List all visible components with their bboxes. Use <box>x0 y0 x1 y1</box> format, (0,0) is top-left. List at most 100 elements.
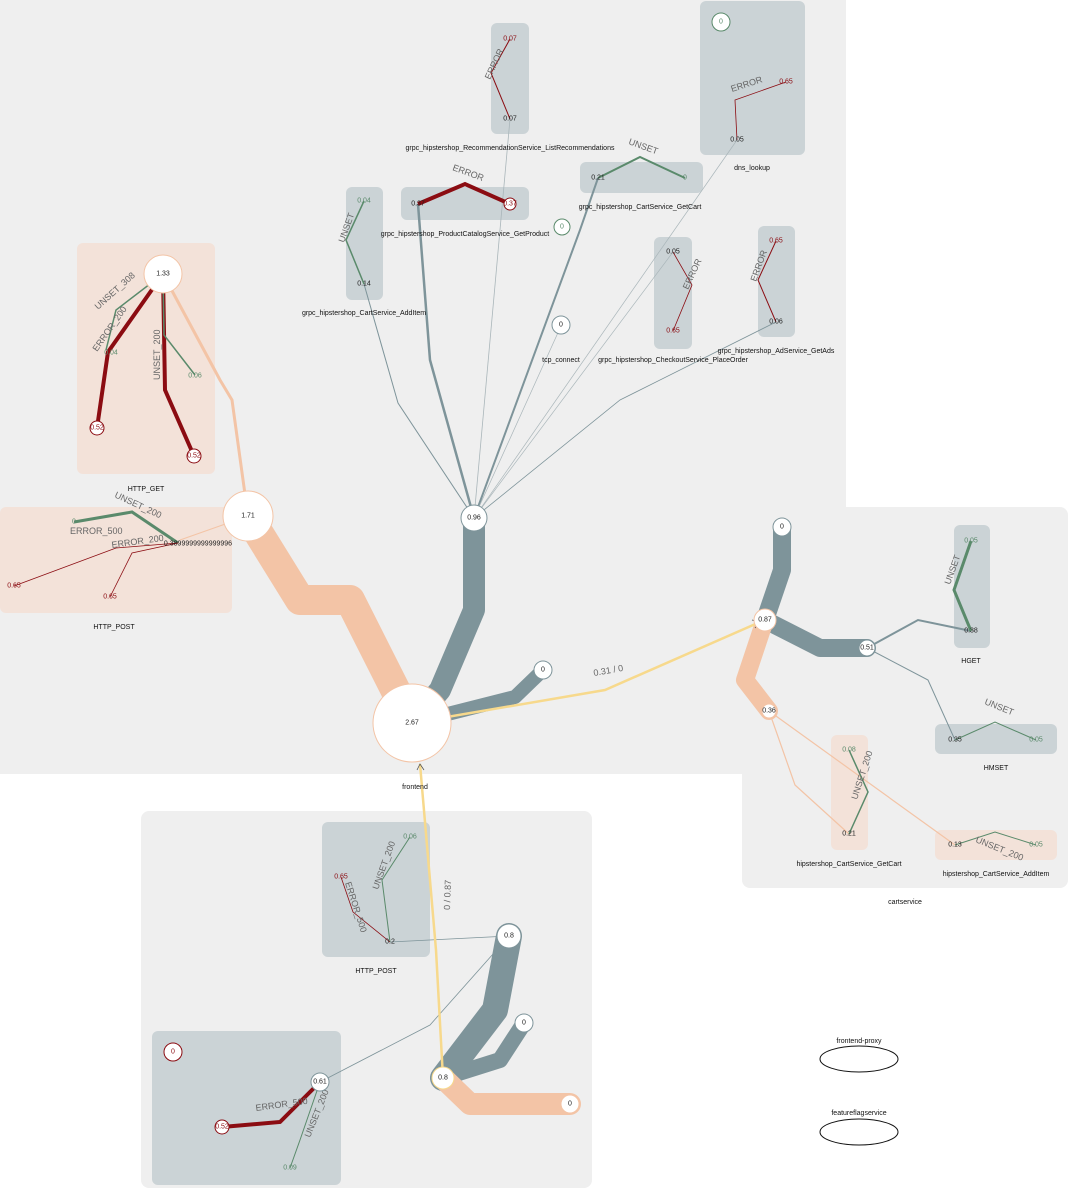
group-label-list-recs: grpc_hipstershop_RecommendationService_L… <box>406 145 615 152</box>
hget-v1: 0.05 <box>964 538 978 545</box>
group-label-place-order: grpc_hipstershop_CheckoutService_PlaceOr… <box>598 357 748 364</box>
dns-v0: 0 <box>719 19 723 26</box>
list-recommendations-group-box <box>491 23 529 134</box>
group-label-dns: dns_lookup <box>734 165 770 172</box>
node-proxy-a-value: 0.8 <box>504 933 514 940</box>
get-ads-v2: 0.06 <box>769 319 783 326</box>
path-get-ads <box>757 240 777 323</box>
node-cart-span[interactable]: 0.36 <box>761 703 777 719</box>
tcp-value: 0 <box>559 322 563 329</box>
list-recs-v2: 0.07 <box>503 116 517 123</box>
path-http-post-unset <box>73 510 179 545</box>
group-label-http-post: HTTP_POST <box>93 624 135 631</box>
http-get-v3: 0.04 <box>104 350 118 357</box>
edge-arrow-frontend <box>416 763 425 771</box>
get-product-v2: 0.37 <box>503 201 517 208</box>
add-item-v2: 0.14 <box>357 281 371 288</box>
node-frontend-value: 2.67 <box>405 720 419 727</box>
proxy-post-v3: 0.2 <box>385 939 395 946</box>
path-dns <box>734 81 787 141</box>
node-fe-http[interactable]: 1.71 <box>222 490 274 542</box>
proxy-get-v2: 0.09 <box>283 1165 297 1172</box>
edge-grpc-place-order <box>473 251 674 519</box>
path-http-get-unset <box>162 273 196 376</box>
path-add-item <box>345 200 365 285</box>
group-label-cart-additem: hipstershop_CartService_AddItem <box>943 871 1050 878</box>
list-recs-v1: 0.07 <box>503 36 517 43</box>
http-post-group-box <box>0 507 232 613</box>
proxy-post-v1: 0.65 <box>334 874 348 881</box>
node-cart-top[interactable]: 0 <box>772 517 792 537</box>
label-http-post-500: ERROR_500 <box>70 526 123 536</box>
node-fe-grpc-value: 0.96 <box>467 515 481 522</box>
proxy-post-v2: 0.06 <box>403 834 417 841</box>
get-ads-group-box <box>758 226 795 337</box>
node-cart-span-value: 0.36 <box>762 708 776 715</box>
node-fe-small[interactable]: 0 <box>533 660 553 680</box>
proxy-get-v1-marker <box>214 1119 230 1135</box>
node-cart-redis[interactable]: 0.51 <box>858 639 876 657</box>
node-cart-root[interactable]: 0.87 <box>753 608 777 632</box>
service-label-featureflagservice: featureflagservice <box>831 1110 886 1117</box>
path-list-recs <box>490 38 511 120</box>
http-get-v1-marker <box>89 420 105 436</box>
http-post-v1: 0 <box>72 519 76 526</box>
path-hget <box>952 540 973 632</box>
cart-getcart-v2: 0.21 <box>842 831 856 838</box>
path-get-product <box>417 181 511 206</box>
cart-getcart-v1: 0.08 <box>842 747 856 754</box>
group-label-get-product: grpc_hipstershop_ProductCatalogService_G… <box>381 231 550 238</box>
edge-label-proxy-to-fe: 0 / 0.87 <box>442 880 453 910</box>
edge-proxy-main <box>430 923 522 1091</box>
service-node-frontend-proxy[interactable]: frontend-proxy <box>819 1038 899 1073</box>
path-proxy-get-error <box>221 1080 322 1129</box>
edge-grpc-get-product <box>416 203 476 519</box>
http-get-v2: 0.52 <box>187 453 201 460</box>
node-proxy-c[interactable]: 0 <box>560 1094 580 1114</box>
node-cart-top-value: 0 <box>780 524 784 531</box>
label-http-get-200b: UNSET_200 <box>152 329 162 380</box>
path-http-post-error-b <box>109 542 179 598</box>
get-product-v2-marker <box>503 197 517 211</box>
node-fe-grpc[interactable]: 0.96 <box>460 504 488 532</box>
proxy-get-v1: 0.52 <box>215 1124 229 1131</box>
service-label-frontend: frontend <box>402 784 428 791</box>
tcp-connect-node <box>551 315 571 335</box>
http-get-v1: 0.52 <box>90 425 104 432</box>
node-proxy-c-value: 0 <box>568 1101 572 1108</box>
group-label-cart-getcart: hipstershop_CartService_GetCart <box>796 861 901 868</box>
edge-frontend-http <box>233 501 427 738</box>
group-label-tcp: tcp_connect <box>542 357 580 364</box>
node-fe-get-value: 1.33 <box>156 271 170 278</box>
edge-grpc-add-item <box>363 283 475 519</box>
place-order-v1: 0.05 <box>666 249 680 256</box>
group-label-hmset: HMSET <box>984 765 1009 772</box>
path-hmset <box>954 721 1037 741</box>
node-fe-get[interactable]: 1.33 <box>143 254 183 294</box>
node-frontend[interactable]: 2.67 <box>372 683 452 763</box>
node-proxy-b[interactable]: 0.8 <box>431 1066 455 1090</box>
edge-proxy-c <box>432 1067 581 1115</box>
edge-frontend-to-cartservice <box>411 620 761 725</box>
service-node-featureflagservice[interactable]: featureflagservice <box>819 1110 899 1146</box>
edge-grpc-dns <box>473 139 738 519</box>
dns-v0-marker <box>711 12 731 32</box>
node-proxy-d[interactable]: 0 <box>514 1013 534 1033</box>
path-cart-getcart <box>848 749 869 835</box>
proxy-get-v0: 0 <box>171 1049 175 1056</box>
featureflagservice-ellipse <box>819 1118 899 1146</box>
tcp-side-marker <box>553 218 571 236</box>
http-post-v4: 0.65 <box>103 594 117 601</box>
frontend-proxy-ellipse <box>819 1045 899 1073</box>
hmset-v2: 0.05 <box>1029 737 1043 744</box>
edge-fe-http-get <box>161 273 250 517</box>
group-label-hget: HGET <box>961 658 981 665</box>
group-label-get-cart: grpc_hipstershop_CartService_GetCart <box>579 204 702 211</box>
edge-redis-hget <box>866 618 972 649</box>
node-proxy-e[interactable]: 0.61 <box>310 1072 330 1092</box>
hget-v2: 0.38 <box>964 628 978 635</box>
proxy-get-v0-marker <box>163 1042 183 1062</box>
add-item-group-box <box>346 187 383 300</box>
node-proxy-a[interactable]: 0.8 <box>496 923 522 949</box>
